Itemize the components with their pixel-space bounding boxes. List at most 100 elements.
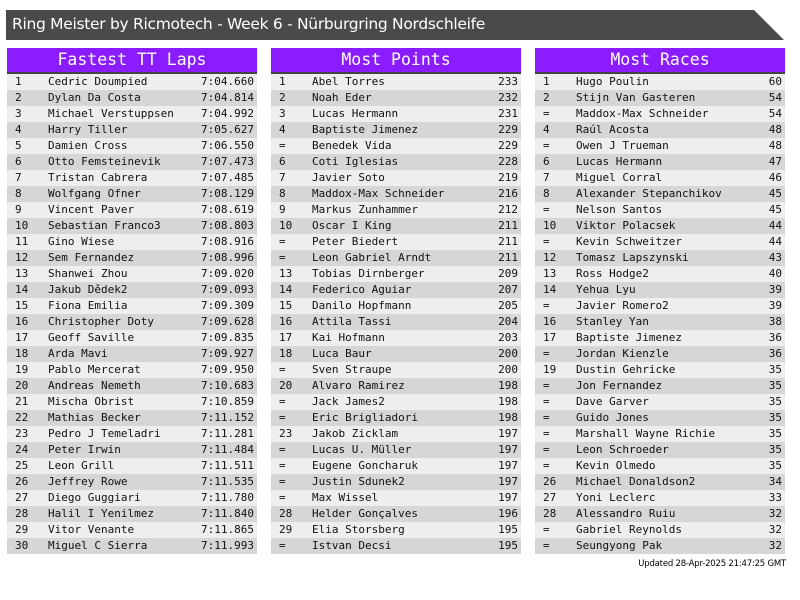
table-row: 16 Attila Tassi 204: [271, 314, 521, 330]
rank-cell: =: [279, 443, 286, 456]
rank-cell: =: [279, 459, 286, 472]
table-row: 15 Fiona Emilia 7:09.309: [7, 298, 257, 314]
value-cell: 229: [498, 139, 518, 152]
value-cell: 7:09.628: [201, 315, 254, 328]
driver-name-cell: Baptiste Jimenez: [576, 331, 682, 344]
rank-cell: 7: [543, 171, 550, 184]
table-row: 18 Luca Baur 200: [271, 346, 521, 362]
driver-name-cell: Gino Wiese: [48, 235, 115, 248]
value-cell: 7:07.473: [201, 155, 254, 168]
table-row: = Istvan Decsi 195: [271, 538, 521, 554]
value-cell: 7:08.803: [201, 219, 254, 232]
driver-name-cell: Marshall Wayne Richie: [576, 427, 716, 440]
driver-name-cell: Dustin Gehricke: [576, 363, 676, 376]
table-row: = Benedek Vida 229: [271, 138, 521, 154]
value-cell: 35: [768, 379, 782, 392]
driver-name-cell: Baptiste Jimenez: [312, 123, 418, 136]
rank-cell: 16: [543, 315, 557, 328]
driver-name-cell: Kevin Olmedo: [576, 459, 656, 472]
value-cell: 7:07.485: [201, 171, 254, 184]
driver-name-cell: Sven Straupe: [312, 363, 392, 376]
driver-name-cell: Javier Soto: [312, 171, 385, 184]
rank-cell: 16: [279, 315, 293, 328]
table-row: 8 Wolfgang Ofner 7:08.129: [7, 186, 257, 202]
driver-name-cell: Helder Gonçalves: [312, 507, 418, 520]
table-row: = Javier Romero2 39: [535, 298, 785, 314]
rank-cell: 23: [279, 427, 293, 440]
driver-name-cell: Tobias Dirnberger: [312, 267, 425, 280]
table-row: = Kevin Schweitzer 44: [535, 234, 785, 250]
value-cell: 33: [768, 491, 782, 504]
driver-name-cell: Peter Irwin: [48, 443, 121, 456]
table-row: 1 Cedric Doumpied 7:04.660: [7, 74, 257, 90]
driver-name-cell: Coti Iglesias: [312, 155, 399, 168]
table-row: 16 Christopher Doty 7:09.628: [7, 314, 257, 330]
driver-name-cell: Ross Hodge2: [576, 267, 649, 280]
driver-name-cell: Eric Brigliadori: [312, 411, 418, 424]
driver-name-cell: Otto Femsteinevik: [48, 155, 161, 168]
table-row: = Nelson Santos 45: [535, 202, 785, 218]
table-row: 4 Baptiste Jimenez 229: [271, 122, 521, 138]
value-cell: 233: [498, 75, 518, 88]
table-row: = Owen J Trueman 48: [535, 138, 785, 154]
driver-name-cell: Pablo Mercerat: [48, 363, 141, 376]
table-row: = Jon Fernandez 35: [535, 378, 785, 394]
rank-cell: 3: [279, 107, 286, 120]
value-cell: 197: [498, 443, 518, 456]
rank-cell: 13: [279, 267, 293, 280]
rank-cell: 27: [543, 491, 557, 504]
driver-name-cell: Andreas Nemeth: [48, 379, 141, 392]
rank-cell: =: [279, 363, 286, 376]
value-cell: 198: [498, 379, 518, 392]
value-cell: 197: [498, 491, 518, 504]
value-cell: 32: [768, 523, 782, 536]
value-cell: 200: [498, 347, 518, 360]
table-row: = Maddox-Max Schneider 54: [535, 106, 785, 122]
rank-cell: 12: [543, 251, 557, 264]
table-row: 5 Damien Cross 7:06.550: [7, 138, 257, 154]
table-row: 17 Kai Hofmann 203: [271, 330, 521, 346]
value-cell: 7:11.780: [201, 491, 254, 504]
value-cell: 216: [498, 187, 518, 200]
value-cell: 7:08.916: [201, 235, 254, 248]
value-cell: 7:04.814: [201, 91, 254, 104]
table-row: = Dave Garver 35: [535, 394, 785, 410]
driver-name-cell: Jakob Zicklam: [312, 427, 399, 440]
title-bar: Ring Meister by Ricmotech - Week 6 - Nür…: [6, 10, 784, 40]
value-cell: 231: [498, 107, 518, 120]
table-row: = Jack James2 198: [271, 394, 521, 410]
table-row: 14 Federico Aguiar 207: [271, 282, 521, 298]
rank-cell: 1: [279, 75, 286, 88]
driver-name-cell: Dylan Da Costa: [48, 91, 141, 104]
driver-name-cell: Miguel Corral: [576, 171, 663, 184]
rank-cell: =: [543, 523, 550, 536]
value-cell: 35: [768, 363, 782, 376]
value-cell: 7:08.996: [201, 251, 254, 264]
table-row: 17 Baptiste Jimenez 36: [535, 330, 785, 346]
rank-cell: 26: [15, 475, 29, 488]
driver-name-cell: Alvaro Ramirez: [312, 379, 405, 392]
rank-cell: =: [543, 411, 550, 424]
table-row: = Eugene Goncharuk 197: [271, 458, 521, 474]
driver-name-cell: Gabriel Reynolds: [576, 523, 682, 536]
table-row: 24 Peter Irwin 7:11.484: [7, 442, 257, 458]
driver-name-cell: Kai Hofmann: [312, 331, 385, 344]
rank-cell: 10: [279, 219, 293, 232]
value-cell: 60: [768, 75, 782, 88]
rank-cell: 4: [15, 123, 22, 136]
value-cell: 7:09.309: [201, 299, 254, 312]
value-cell: 7:09.020: [201, 267, 254, 280]
driver-name-cell: Lucas U. Müller: [312, 443, 412, 456]
driver-name-cell: Mathias Becker: [48, 411, 141, 424]
rank-cell: 15: [15, 299, 29, 312]
value-cell: 39: [768, 299, 782, 312]
table-row: = Peter Biedert 211: [271, 234, 521, 250]
rank-cell: =: [543, 539, 550, 552]
value-cell: 7:10.683: [201, 379, 254, 392]
panel-title: Most Races: [535, 48, 785, 74]
value-cell: 32: [768, 539, 782, 552]
table-row: 8 Alexander Stepanchikov 45: [535, 186, 785, 202]
value-cell: 207: [498, 283, 518, 296]
table-row: 13 Shanwei Zhou 7:09.020: [7, 266, 257, 282]
table-row: 7 Miguel Corral 46: [535, 170, 785, 186]
